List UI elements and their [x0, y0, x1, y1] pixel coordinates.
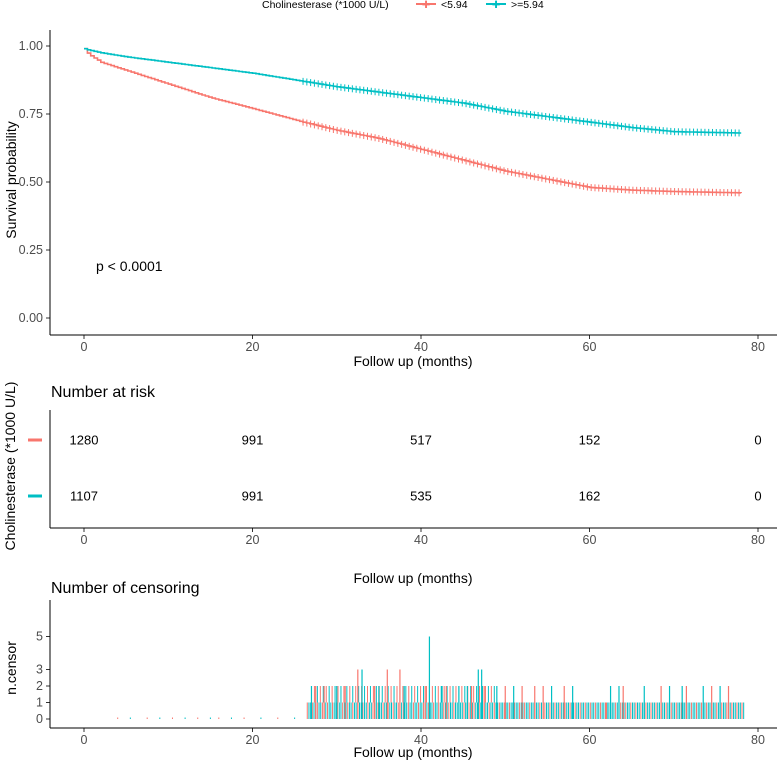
- legend-label-low: <5.94: [441, 0, 468, 11]
- x-tick-label: 40: [414, 733, 428, 747]
- risk-table-xlabel: Follow up (months): [353, 570, 472, 586]
- legend-label-high: >=5.94: [511, 0, 544, 11]
- risk-cell: 1280: [70, 433, 99, 448]
- censoring-axes: 0 20 40 60 80 0 1 2 3 5: [36, 630, 765, 748]
- legend-cross-high: +: [492, 0, 500, 12]
- survival-axes: 0 20 40 60 80 0.00 0.25 0.50 0.75 1.00: [19, 39, 765, 354]
- risk-cell: 0: [754, 433, 761, 448]
- censoring-bars: [117, 636, 745, 719]
- risk-table-title: Number at risk: [51, 384, 156, 401]
- x-tick-label: 40: [414, 340, 428, 354]
- risk-cell: 162: [579, 489, 601, 504]
- risk-table-axes: 0 20 40 60 80: [81, 528, 765, 547]
- x-tick-label: 0: [81, 733, 88, 747]
- y-tick-label: 3: [36, 663, 43, 677]
- risk-cell: 0: [754, 489, 761, 504]
- y-tick-label: 2: [36, 679, 43, 693]
- legend-cross-low: +: [422, 0, 430, 12]
- survival-curve-high: [84, 47, 742, 134]
- risk-cell: 1107: [70, 489, 98, 504]
- survival-panel: Survival probability Follow up (months) …: [3, 30, 777, 369]
- x-tick-label: 80: [751, 733, 765, 747]
- y-tick-label: 0: [36, 712, 43, 726]
- y-tick-label: 5: [36, 630, 43, 644]
- legend-title: Cholinesterase (*1000 U/L): [262, 0, 389, 11]
- y-tick-label: 0.75: [19, 107, 43, 121]
- y-tick-label: 1.00: [19, 39, 43, 53]
- risk-cell: 517: [410, 433, 432, 448]
- x-tick-label: 20: [246, 533, 260, 547]
- p-value-annotation: p < 0.0001: [96, 258, 163, 274]
- x-tick-label: 60: [583, 733, 597, 747]
- censoring-xlabel: Follow up (months): [353, 744, 472, 760]
- x-tick-label: 80: [751, 533, 765, 547]
- censoring-ylabel: n.censor: [3, 641, 19, 695]
- x-tick-label: 60: [583, 533, 597, 547]
- survival-xlabel: Follow up (months): [353, 353, 472, 369]
- censoring-panel: Number of censoring n.censor Follow up (…: [3, 580, 777, 760]
- x-tick-label: 40: [414, 533, 428, 547]
- y-tick-label: 0.50: [19, 175, 43, 189]
- x-tick-label: 80: [751, 340, 765, 354]
- legend: Cholinesterase (*1000 U/L) + <5.94 + >=5…: [262, 0, 544, 12]
- x-tick-label: 20: [246, 733, 260, 747]
- risk-cell: 991: [242, 433, 264, 448]
- x-tick-label: 0: [81, 533, 88, 547]
- survival-ylabel: Survival probability: [3, 121, 19, 239]
- x-tick-label: 20: [246, 340, 260, 354]
- risk-table-cells: 1280 991 517 152 0 1107 991 535 162 0: [70, 433, 762, 504]
- risk-cell: 991: [242, 489, 264, 504]
- x-tick-label: 60: [583, 340, 597, 354]
- risk-table-ylabel: Cholinesterase (*1000 U/L): [2, 382, 18, 551]
- risk-cell: 152: [579, 433, 601, 448]
- y-tick-label: 0.00: [19, 311, 43, 325]
- censor-marks-low: [302, 118, 740, 197]
- censoring-title: Number of censoring: [51, 580, 200, 597]
- risk-cell: 535: [410, 489, 432, 504]
- y-tick-label: 1: [36, 696, 43, 710]
- survival-curve-low: [84, 47, 742, 194]
- x-tick-label: 0: [81, 340, 88, 354]
- censor-marks-high: [302, 77, 740, 137]
- y-tick-label: 0.25: [19, 243, 43, 257]
- risk-table-panel: Number at risk Cholinesterase (*1000 U/L…: [2, 382, 777, 586]
